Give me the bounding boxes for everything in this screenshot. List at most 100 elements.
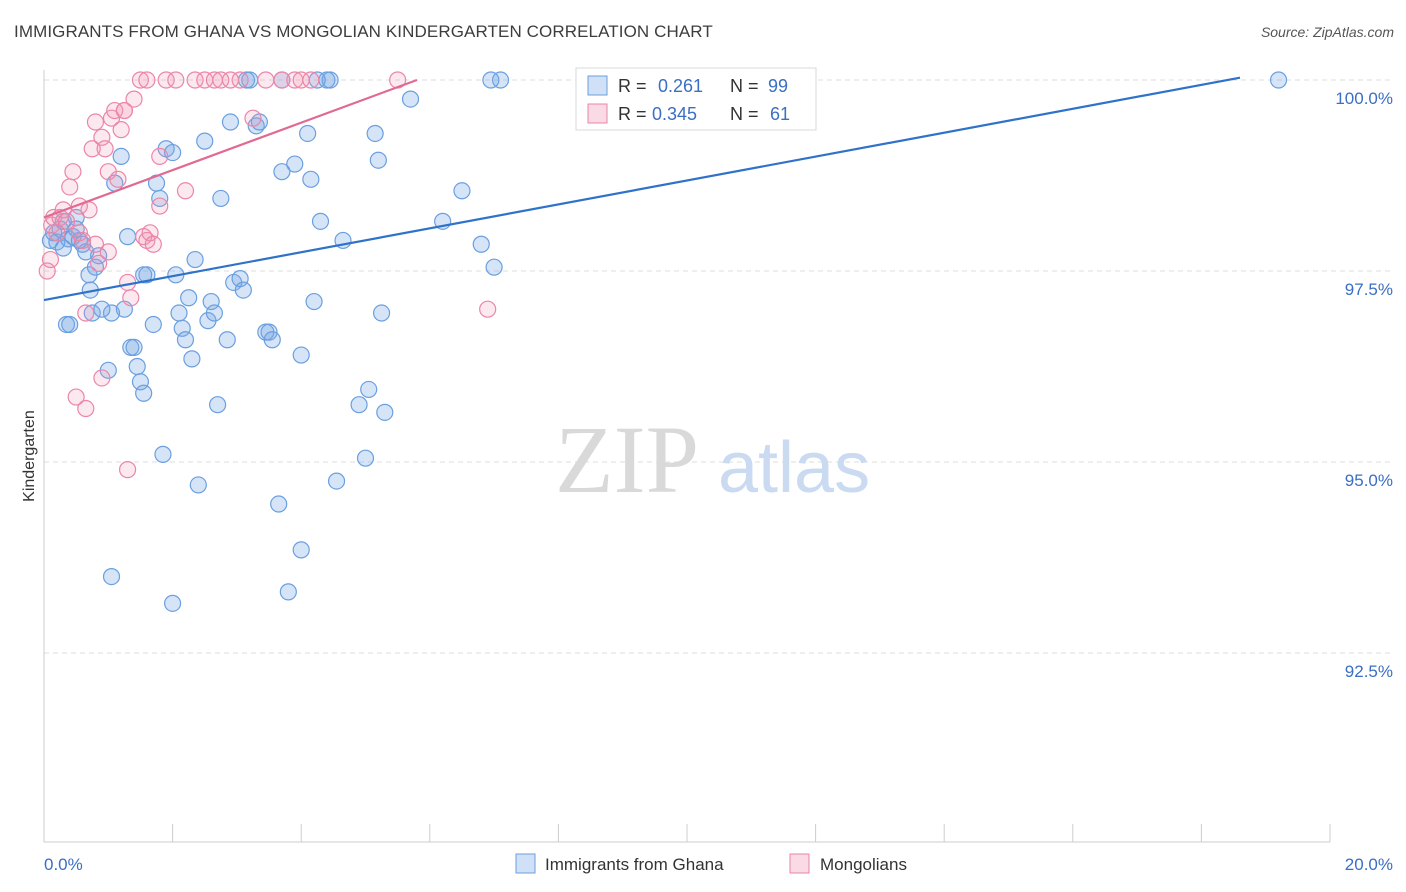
mongolian-point: [176, 182, 195, 200]
legend-n-label-2: N =: [730, 104, 759, 124]
ghana-point: [164, 143, 182, 162]
legend-r-value-2: 0.345: [652, 104, 697, 124]
mongolian-point: [292, 71, 310, 89]
y-tick-label: 97.5%: [1345, 280, 1393, 299]
mongolian-point: [77, 304, 95, 322]
mongolian-point: [41, 250, 60, 269]
ghana-point: [234, 281, 252, 299]
ghana-point: [180, 289, 198, 307]
ghana-point: [218, 331, 236, 349]
legend-pink-swatch: [587, 103, 608, 124]
watermark-zip: ZIP: [555, 406, 699, 513]
trend-lines: [43, 76, 1241, 302]
ghana-point: [401, 90, 420, 108]
ghana-point: [61, 315, 79, 334]
y-tick-label: 92.5%: [1345, 662, 1393, 681]
ghana-point: [286, 155, 304, 173]
ghana-point: [302, 170, 320, 188]
mongolian-point: [61, 178, 79, 196]
ghana-point: [221, 113, 240, 131]
ghana-point: [472, 235, 490, 253]
legend-r-value-1: 0.261: [658, 76, 703, 96]
mongolian-point: [221, 71, 240, 89]
mongolian-point: [112, 121, 130, 139]
legend-ghana-label: Immigrants from Ghana: [545, 855, 724, 874]
ghana-point: [183, 350, 201, 368]
mongolian-point: [115, 101, 133, 120]
ghana-point: [176, 331, 195, 349]
series-mongolians-points: [38, 71, 497, 479]
ghana-point: [186, 250, 204, 269]
mongolian-point: [273, 71, 291, 89]
axes: [43, 70, 1331, 843]
legend-r-label-1: R =: [618, 76, 647, 96]
mongolian-point: [86, 113, 105, 131]
ghana-point: [144, 315, 162, 334]
mongolian-point: [231, 71, 249, 89]
ghana-point: [125, 338, 143, 356]
ghana-point: [1269, 71, 1288, 89]
legend-r-label-2: R =: [618, 104, 647, 124]
mongolian-point: [57, 212, 76, 230]
series-ghana-points: [41, 71, 1288, 612]
watermark: ZIP atlas: [555, 406, 870, 513]
y-tick-label: 95.0%: [1345, 471, 1393, 490]
mongolian-point: [86, 235, 105, 253]
mongolian-point: [64, 163, 82, 181]
mongolian-point: [212, 71, 230, 89]
ghana-point: [205, 304, 223, 322]
ghana-point: [102, 304, 121, 322]
ghana-point: [299, 124, 317, 143]
ghana-point: [485, 258, 503, 276]
ghana-point: [135, 266, 153, 284]
correlation-legend: R = 0.261 N = 99 R = 0.345 N = 61: [575, 67, 817, 131]
watermark-atlas: atlas: [718, 428, 870, 508]
ghana-point: [164, 594, 182, 612]
ghana-point: [102, 567, 121, 586]
ghana-point: [305, 292, 323, 311]
mongolian-point: [125, 90, 143, 108]
ghana-point: [154, 445, 172, 463]
ghana-point: [327, 472, 346, 490]
ghana-point: [482, 71, 500, 89]
mongolian-point: [77, 399, 95, 418]
series-legend: Immigrants from Ghana Mongolians: [515, 853, 907, 874]
legend-n-value-2: 61: [770, 104, 790, 124]
mongolian-point: [118, 461, 137, 479]
mongolian-point: [73, 231, 92, 250]
mongolian-point: [257, 71, 275, 89]
ghana-point: [93, 300, 111, 318]
ghana-point: [491, 71, 510, 89]
legend-mongolians-label: Mongolians: [820, 855, 907, 874]
mongolian-point: [93, 369, 111, 387]
mongolian-point: [131, 71, 150, 89]
legend-blue-swatch: [587, 75, 608, 96]
y-tick-labels: 100.0% 97.5% 95.0% 92.5%: [1335, 89, 1393, 681]
mongolian-point: [67, 388, 85, 406]
mongolian-point: [109, 170, 127, 188]
ghana-point: [118, 228, 137, 246]
ghana-point: [212, 189, 230, 208]
ghana-point: [128, 357, 146, 376]
ghana-point: [279, 583, 297, 601]
ghana-point: [321, 71, 339, 89]
ghana-point: [311, 212, 330, 230]
mongolian-point: [83, 140, 101, 158]
ghana-trend-line: [43, 76, 1241, 302]
mongolian-point: [138, 71, 156, 89]
ghana-point: [292, 541, 310, 559]
mongolian-point: [151, 197, 169, 215]
ghana-point: [369, 151, 387, 169]
mongolian-trend-line: [43, 78, 418, 219]
mongolian-point: [96, 140, 114, 158]
mongolian-point: [157, 71, 175, 89]
ghana-point: [54, 239, 72, 257]
ghana-point: [372, 304, 391, 322]
x-tick-labels: 0.0% 20.0%: [44, 855, 1393, 874]
ghana-point: [209, 396, 227, 414]
ghana-point: [273, 163, 291, 181]
ghana-point: [356, 449, 375, 467]
mongolian-point: [122, 289, 140, 307]
mongolian-point: [244, 109, 262, 127]
